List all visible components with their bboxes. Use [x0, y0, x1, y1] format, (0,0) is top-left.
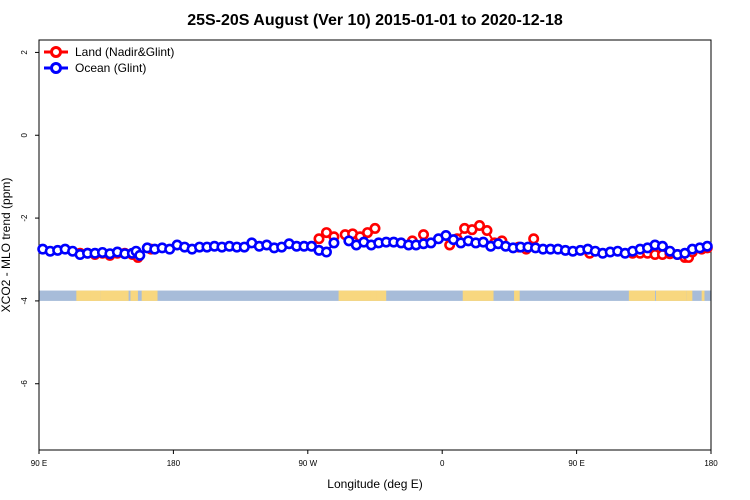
- map-land-segment: [100, 290, 129, 301]
- map-land-segment: [686, 290, 693, 301]
- data-point: [418, 229, 430, 241]
- data-point: [701, 240, 713, 252]
- map-land-segment: [90, 290, 101, 301]
- y-tick-label: -4: [20, 297, 29, 305]
- x-tick-label: 180: [704, 459, 718, 468]
- x-tick-label: 90 E: [31, 459, 47, 468]
- map-land-segment: [339, 290, 372, 301]
- data-point: [656, 240, 668, 252]
- legend-ocean-label: Ocean (Glint): [75, 61, 146, 75]
- map-land-segment: [376, 290, 387, 301]
- y-tick-label: -2: [20, 214, 29, 222]
- data-point: [320, 246, 332, 258]
- x-tick-label: 90 W: [298, 459, 317, 468]
- y-axis-label: XCO2 - MLO trend (ppm): [0, 178, 13, 313]
- data-point: [474, 220, 486, 232]
- legend-ocean-marker: [50, 62, 62, 74]
- chart-title: 25S-20S August (Ver 10) 2015-01-01 to 20…: [187, 12, 563, 29]
- data-point: [328, 237, 340, 249]
- x-tick-label: 90 E: [568, 459, 584, 468]
- map-land-segment: [130, 290, 138, 301]
- legend-land-marker: [50, 46, 62, 58]
- legend-land-label: Land (Nadir&Glint): [75, 45, 174, 59]
- legend-item-land: Land (Nadir&Glint): [44, 45, 174, 59]
- legend: Land (Nadir&Glint) Ocean (Glint): [44, 45, 174, 75]
- map-land-segment: [462, 290, 494, 301]
- map-land-segment: [701, 290, 705, 301]
- map-land-segment: [76, 290, 95, 301]
- map-land-segment: [370, 290, 378, 301]
- map-land-segment: [141, 290, 158, 301]
- data-point: [528, 233, 540, 245]
- data-point: [481, 225, 493, 237]
- y-tick-label: 0: [20, 132, 29, 137]
- data-point: [313, 233, 325, 245]
- y-tick-label: 2: [20, 50, 29, 55]
- x-axis-label: Longitude (deg E): [327, 477, 422, 491]
- x-tick-label: 0: [440, 459, 445, 468]
- data-point: [134, 249, 146, 261]
- map-land-segment: [655, 290, 687, 301]
- series-ocean: [37, 229, 713, 261]
- map-strip: [39, 290, 711, 301]
- x-tick-label: 180: [167, 459, 181, 468]
- x-axis: 90 E 180 90 W 0 90 E 180: [31, 450, 718, 468]
- legend-item-ocean: Ocean (Glint): [44, 61, 146, 75]
- y-tick-label: -6: [20, 380, 29, 388]
- data-point: [369, 222, 381, 234]
- series-layer: [37, 220, 713, 263]
- map-land-segment: [514, 290, 520, 301]
- map-land-segment: [628, 290, 655, 301]
- y-axis: 2 0 -2 -4 -6: [20, 50, 39, 388]
